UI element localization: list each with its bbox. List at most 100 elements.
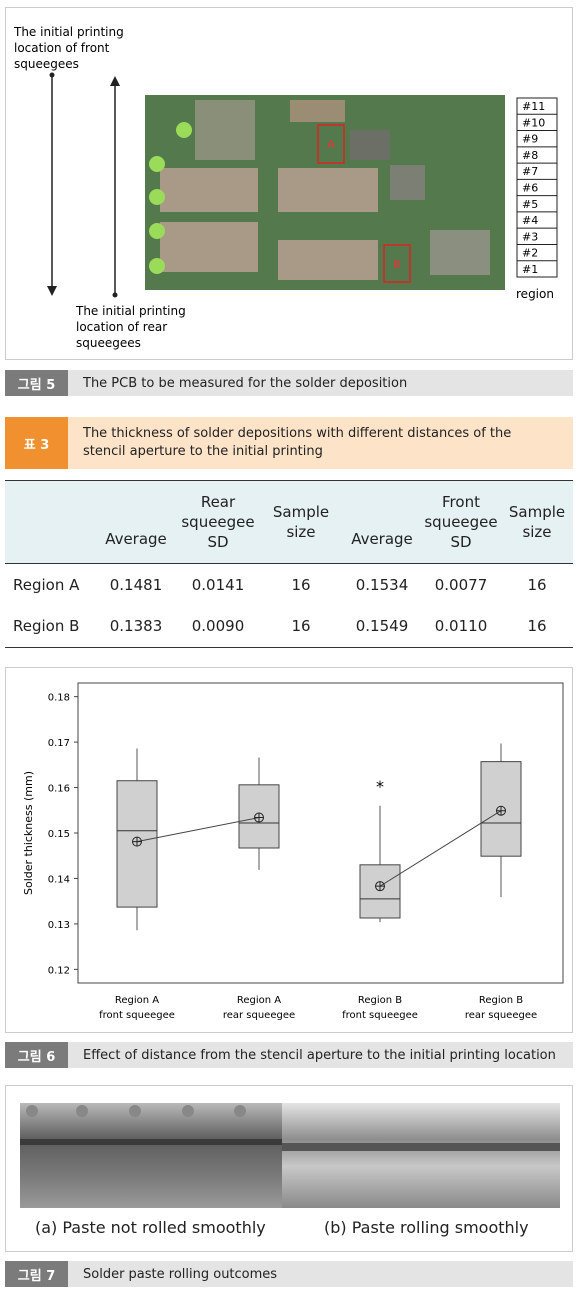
header-cell: Rear squeegee SD (177, 481, 259, 564)
caption-label: 그림 5 (5, 370, 68, 396)
y-tick-label: 0.12 (48, 965, 70, 976)
mean-cross (132, 837, 142, 847)
mean-marker (375, 881, 385, 892)
header-line: squeegee (181, 513, 255, 531)
header-line: Average (351, 530, 413, 548)
y-tick-label: 0.16 (48, 784, 70, 795)
dot (112, 292, 118, 298)
region-label: #3 (522, 230, 538, 243)
header-line: SD (207, 533, 229, 551)
caption-bar: 그림 7 Solder paste rolling outcomes (5, 1261, 573, 1287)
y-tick-label: 0.18 (48, 693, 70, 704)
region-label: #5 (522, 198, 538, 211)
header-line: Rear (200, 493, 236, 511)
region-label: #1 (522, 263, 538, 276)
table-cell: 16 (527, 575, 547, 594)
photo-a (20, 1103, 282, 1208)
x-tick-label: Region B (479, 995, 523, 1006)
annotation: location of front (14, 41, 110, 55)
pads (278, 168, 378, 212)
header-line: Sample (508, 503, 566, 521)
mean-cross (254, 813, 264, 823)
region-box-label: A (327, 138, 335, 151)
photo-b (282, 1103, 560, 1208)
region-title: region (516, 287, 554, 301)
annotation: squeegees (76, 336, 141, 350)
x-tick-label: rear squeegee (465, 1010, 537, 1021)
table-cell: 16 (291, 617, 311, 636)
table-cell: Region A (13, 575, 80, 594)
mean-marker (254, 812, 264, 823)
annotation: The initial printing (75, 304, 186, 318)
paste (282, 1143, 560, 1151)
header-cell: Sample size (259, 481, 343, 564)
fiducial (149, 156, 165, 172)
mean-connector (136, 817, 260, 843)
caption-bar: 그림 6 Effect of distance from the stencil … (5, 1042, 573, 1068)
region-box (317, 124, 345, 164)
region-box (383, 244, 411, 283)
table-caption-bar: 표 3 The thickness of solder depositions … (5, 417, 573, 469)
pads (278, 240, 378, 280)
fiducial (149, 189, 165, 205)
figure-frame (5, 7, 573, 360)
table-cell: 0.1549 (355, 617, 409, 636)
dot (49, 72, 55, 78)
table-cell: 16 (527, 617, 547, 636)
table-cell: 0.0077 (434, 575, 488, 594)
y-tick-label: 0.15 (48, 829, 70, 840)
mean-cross (496, 806, 506, 816)
fiducial (176, 122, 192, 138)
mean-cross (375, 881, 385, 891)
annotation: location of rear (76, 320, 167, 334)
subcaption: (a) Paste not rolled smoothly (35, 1218, 266, 1237)
figure-frame (5, 667, 573, 1033)
pads (160, 222, 258, 272)
region-label: #10 (522, 116, 545, 129)
region-label: #11 (522, 100, 545, 113)
header-line: Front (442, 493, 480, 511)
table-cell: 0.0141 (191, 575, 245, 594)
y-axis-label: Solder thickness (mm) (22, 771, 35, 895)
arrowhead (110, 76, 120, 86)
x-tick-label: rear squeegee (223, 1010, 295, 1021)
table-row: Region B 0.1383 0.0090 16 0.1549 0.0110 16 (5, 606, 573, 648)
table-label: 표 3 (5, 417, 68, 469)
header-cell (5, 481, 95, 564)
region-label: #4 (522, 214, 538, 227)
data-table: Average Rear squeegee SD Sample size Average Fr… (5, 480, 573, 648)
table-caption: The thickness of solder depositions with… (83, 426, 512, 459)
header-cell: Average (95, 481, 177, 564)
region-label: #9 (522, 133, 538, 146)
chip (390, 165, 425, 200)
region-label: #7 (522, 165, 538, 178)
caption-label: 그림 7 (5, 1261, 68, 1287)
chart: 0.12 0.13 0.14 0.15 0.16 0.17 0.18 Solder thick… (22, 682, 564, 1021)
caption: The PCB to be measured for the solder de… (83, 375, 408, 391)
table-cell: 0.1481 (109, 575, 163, 594)
figure-frame (5, 1085, 573, 1252)
header-line: size (522, 523, 552, 541)
x-tick-label: Region B (358, 995, 402, 1006)
caption-label: 그림 6 (5, 1042, 68, 1068)
header-line: SD (450, 533, 472, 551)
y-tick-label: 0.17 (48, 738, 70, 749)
chip (350, 130, 390, 160)
region-label: #2 (522, 247, 538, 260)
mean-marker (132, 836, 142, 847)
paste (20, 1139, 282, 1145)
caption: Effect of distance from the stencil aper… (83, 1047, 556, 1063)
header-cell: Average (343, 481, 421, 564)
pads (430, 230, 490, 275)
header-line: Average (105, 530, 167, 548)
table-cell: 16 (291, 575, 311, 594)
header-row: Average Rear squeegee SD Sample size Average Fr… (5, 480, 573, 564)
region-label: #6 (522, 182, 538, 195)
header-line: size (286, 523, 316, 541)
screws (26, 1105, 246, 1117)
x-tick-label: Region A (115, 995, 159, 1006)
pads (160, 168, 258, 212)
y-tick-label: 0.14 (48, 874, 70, 885)
fiducial (149, 258, 165, 274)
